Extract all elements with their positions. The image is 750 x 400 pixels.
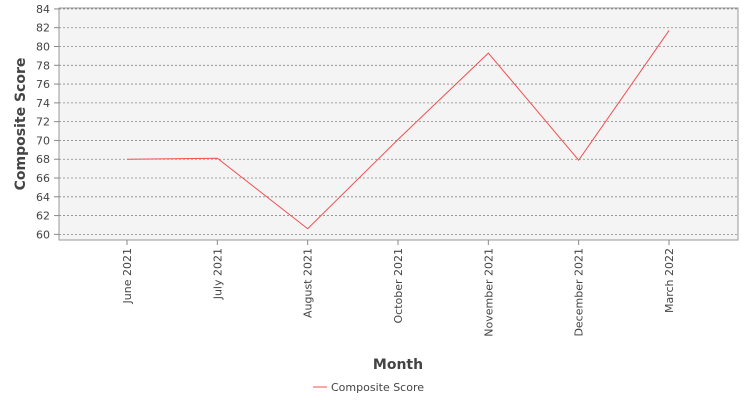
line-series	[126, 30, 670, 230]
y-tick-label: 64	[36, 191, 50, 204]
y-tick-label: 72	[36, 116, 50, 129]
y-tick-label: 74	[36, 97, 50, 110]
y-tick-label: 60	[36, 228, 50, 241]
x-axis-title: Month	[373, 357, 423, 373]
y-tick-label: 68	[36, 153, 50, 166]
x-tick-label: August 2021	[302, 248, 315, 318]
x-tick-label: June 2021	[121, 248, 134, 304]
y-tick-label: 70	[36, 134, 50, 147]
x-tick-label: December 2021	[573, 248, 586, 337]
y-axis-title: Composite Score	[13, 58, 29, 191]
y-tick-label: 66	[36, 172, 50, 185]
x-tick-label: July 2021	[211, 248, 224, 300]
x-tick-label: March 2022	[663, 248, 676, 313]
y-tick-label: 76	[36, 78, 50, 91]
legend-label: Composite Score	[331, 381, 424, 394]
y-tick-label: 82	[36, 22, 50, 35]
plot-area	[58, 7, 739, 241]
y-tick-label: 78	[36, 59, 50, 72]
y-tick-label: 80	[36, 41, 50, 54]
x-tick-label: November 2021	[482, 248, 495, 337]
y-tick-label: 62	[36, 210, 50, 223]
x-tick-label: October 2021	[392, 248, 405, 324]
y-tick-label: 84	[36, 3, 50, 16]
